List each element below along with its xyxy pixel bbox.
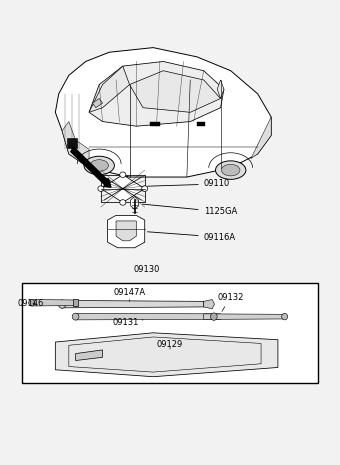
- Bar: [22, 283, 318, 383]
- Polygon shape: [251, 117, 271, 159]
- FancyArrow shape: [71, 147, 111, 187]
- Bar: [67, 138, 76, 148]
- Polygon shape: [75, 350, 103, 360]
- Polygon shape: [89, 61, 224, 126]
- Polygon shape: [204, 314, 285, 319]
- Polygon shape: [101, 175, 145, 202]
- Polygon shape: [217, 80, 224, 99]
- Ellipse shape: [90, 159, 108, 171]
- Text: 09116A: 09116A: [148, 232, 236, 242]
- Ellipse shape: [29, 299, 35, 306]
- Text: 09129: 09129: [157, 340, 183, 349]
- Bar: [73, 299, 78, 306]
- Polygon shape: [55, 333, 278, 377]
- Text: 1125GA: 1125GA: [142, 204, 237, 216]
- Ellipse shape: [72, 313, 79, 320]
- Ellipse shape: [216, 161, 246, 179]
- Ellipse shape: [221, 164, 240, 176]
- Ellipse shape: [210, 313, 217, 320]
- Text: 09146: 09146: [17, 299, 44, 308]
- Text: 09132: 09132: [217, 292, 243, 312]
- Polygon shape: [75, 313, 221, 320]
- Ellipse shape: [120, 172, 126, 178]
- Text: 09131: 09131: [113, 318, 143, 327]
- Ellipse shape: [84, 156, 114, 175]
- Ellipse shape: [98, 186, 104, 192]
- Bar: [197, 122, 205, 126]
- Bar: [101, 175, 145, 202]
- Polygon shape: [92, 99, 103, 108]
- Ellipse shape: [142, 186, 148, 192]
- Polygon shape: [116, 221, 136, 241]
- Polygon shape: [131, 196, 139, 209]
- Polygon shape: [130, 71, 221, 113]
- Ellipse shape: [282, 313, 288, 320]
- Ellipse shape: [58, 300, 66, 308]
- Polygon shape: [55, 47, 271, 177]
- Polygon shape: [204, 299, 215, 309]
- Ellipse shape: [120, 199, 126, 205]
- Polygon shape: [89, 66, 130, 113]
- Text: 09147A: 09147A: [114, 288, 146, 301]
- Text: 09130: 09130: [133, 265, 159, 274]
- Polygon shape: [62, 121, 89, 168]
- Polygon shape: [108, 215, 145, 248]
- Polygon shape: [32, 299, 75, 306]
- Text: 09110: 09110: [148, 179, 230, 188]
- Bar: [150, 122, 160, 126]
- Polygon shape: [62, 300, 204, 308]
